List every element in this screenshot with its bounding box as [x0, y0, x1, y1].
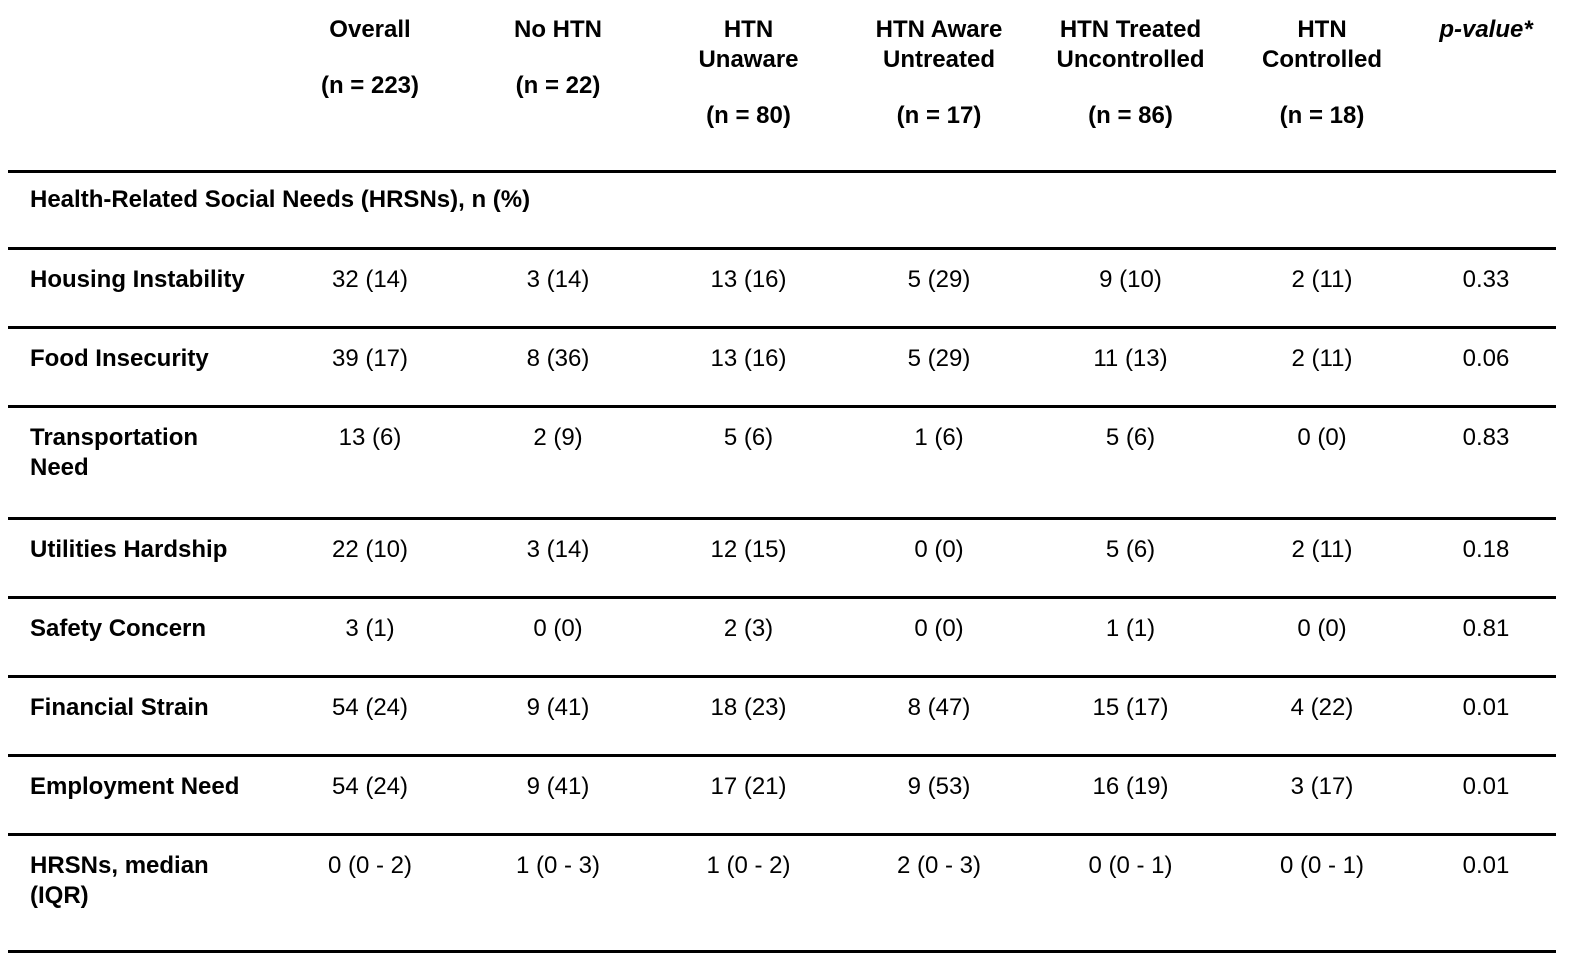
data-cell: 1 (1) — [1105, 614, 1156, 642]
data-cell: 5 (6) — [1105, 535, 1156, 563]
row-label-financial-strain: Financial Strain — [30, 693, 209, 721]
table-row-employment-need: Employment Need 54 (24) 9 (41) 17 (21) 9… — [8, 755, 1556, 834]
data-cell: 5 (6) — [1105, 423, 1156, 451]
data-cell: 0 (0 - 2) — [327, 851, 413, 879]
data-cell: 0 (0) — [533, 614, 583, 642]
column-sample-size: (n = 18) — [1279, 102, 1365, 129]
column-title: HTN Aware Untreated — [875, 16, 1003, 73]
data-cell: 4 (22) — [1290, 693, 1354, 721]
data-cell: 13 (16) — [710, 344, 787, 372]
data-cell: 1 (0 - 2) — [706, 851, 791, 879]
data-cell: 9 (53) — [907, 772, 971, 800]
data-cell: 2 (11) — [1291, 535, 1353, 563]
p-value-cell: 0.06 — [1462, 344, 1510, 372]
column-title: p-value* — [1439, 16, 1533, 43]
data-cell: 32 (14) — [331, 265, 409, 293]
table-row-hrsns-median-iqr: HRSNs, median (IQR) 0 (0 - 2) 1 (0 - 3) … — [8, 834, 1556, 951]
column-header-overall: Overall (n = 223) — [276, 0, 464, 171]
row-label-transportation-need: Transportation Need — [30, 423, 199, 481]
row-label-food-insecurity: Food Insecurity — [30, 344, 209, 372]
data-cell: 3 (14) — [526, 265, 590, 293]
column-title: HTN Unaware — [698, 16, 799, 73]
column-sample-size: (n = 17) — [896, 102, 982, 129]
column-sample-size: (n = 86) — [1088, 102, 1173, 129]
data-cell: 0 (0 - 1) — [1279, 851, 1365, 879]
data-cell: 0 (0) — [1297, 423, 1347, 451]
data-cell: 0 (0) — [914, 535, 964, 563]
data-cell: 9 (10) — [1099, 265, 1162, 293]
section-header-hrsns: Health-Related Social Needs (HRSNs), n (… — [30, 185, 531, 213]
p-value-cell: 0.81 — [1462, 614, 1510, 642]
column-title: HTN Treated Uncontrolled — [1056, 16, 1205, 73]
data-cell: 5 (29) — [907, 344, 971, 372]
data-cell: 3 (1) — [345, 614, 395, 642]
data-cell: 2 (11) — [1291, 265, 1353, 293]
data-cell: 1 (0 - 3) — [515, 851, 601, 879]
row-label-hrsns-median-iqr: HRSNs, median (IQR) — [30, 851, 209, 909]
column-title: No HTN — [514, 16, 602, 43]
p-value-cell: 0.01 — [1462, 693, 1510, 721]
data-cell: 9 (41) — [526, 693, 590, 721]
column-title: HTN Controlled — [1262, 16, 1382, 73]
data-cell: 12 (15) — [710, 535, 787, 563]
data-cell: 8 (36) — [526, 344, 590, 372]
p-value-cell: 0.33 — [1462, 265, 1510, 293]
data-cell: 5 (6) — [723, 423, 774, 451]
data-cell: 16 (19) — [1092, 772, 1169, 800]
column-sample-size: (n = 80) — [706, 102, 791, 129]
data-cell: 0 (0) — [914, 614, 964, 642]
data-cell: 2 (9) — [533, 423, 583, 451]
data-cell: 3 (14) — [526, 535, 590, 563]
data-cell: 13 (16) — [710, 265, 787, 293]
data-cell: 39 (17) — [331, 344, 409, 372]
data-cell: 54 (24) — [331, 772, 409, 800]
p-value-cell: 0.01 — [1462, 851, 1510, 879]
data-cell: 2 (0 - 3) — [896, 851, 982, 879]
data-cell: 9 (41) — [526, 772, 590, 800]
column-header-blank — [8, 0, 276, 171]
data-cell: 22 (10) — [331, 535, 409, 563]
data-cell: 1 (6) — [914, 423, 964, 451]
row-label-housing-instability: Housing Instability — [30, 265, 245, 293]
hrsn-by-htn-status-table: Overall (n = 223) No HTN (n = 22) HTN Un… — [8, 0, 1556, 953]
table-row-housing-instability: Housing Instability 32 (14) 3 (14) 13 (1… — [8, 248, 1556, 327]
data-cell: 0 (0) — [1297, 614, 1347, 642]
data-cell: 8 (47) — [907, 693, 971, 721]
table-row-financial-strain: Financial Strain 54 (24) 9 (41) 18 (23) … — [8, 676, 1556, 755]
table-row-transportation-need: Transportation Need 13 (6) 2 (9) 5 (6) 1… — [8, 406, 1556, 518]
column-sample-size: (n = 22) — [515, 72, 601, 99]
data-cell: 0 (0 - 1) — [1088, 851, 1173, 879]
row-label-utilities-hardship: Utilities Hardship — [30, 535, 228, 563]
data-cell: 18 (23) — [710, 693, 787, 721]
column-sample-size: (n = 223) — [320, 72, 420, 99]
column-header-htn-treated-uncontrolled: HTN Treated Uncontrolled (n = 86) — [1033, 0, 1228, 171]
p-value-cell: 0.83 — [1462, 423, 1510, 451]
table-row-food-insecurity: Food Insecurity 39 (17) 8 (36) 13 (16) 5… — [8, 327, 1556, 406]
column-header-p-value: p-value* — [1416, 0, 1556, 171]
data-cell: 2 (3) — [723, 614, 774, 642]
table-header-row: Overall (n = 223) No HTN (n = 22) HTN Un… — [8, 0, 1556, 171]
p-value-cell: 0.18 — [1462, 535, 1510, 563]
data-cell: 13 (6) — [338, 423, 402, 451]
row-label-safety-concern: Safety Concern — [30, 614, 207, 642]
column-header-no-htn: No HTN (n = 22) — [464, 0, 652, 171]
section-row: Health-Related Social Needs (HRSNs), n (… — [8, 171, 1556, 248]
column-header-htn-controlled: HTN Controlled (n = 18) — [1228, 0, 1416, 171]
data-cell: 17 (21) — [710, 772, 787, 800]
table-row-safety-concern: Safety Concern 3 (1) 0 (0) 2 (3) 0 (0) 1… — [8, 597, 1556, 676]
column-header-htn-aware-untreated: HTN Aware Untreated (n = 17) — [845, 0, 1033, 171]
data-cell: 5 (29) — [907, 265, 971, 293]
data-cell: 2 (11) — [1291, 344, 1353, 372]
data-cell: 15 (17) — [1092, 693, 1169, 721]
data-cell: 11 (13) — [1093, 344, 1168, 372]
p-value-cell: 0.01 — [1462, 772, 1510, 800]
column-header-htn-unaware: HTN Unaware (n = 80) — [652, 0, 845, 171]
data-cell: 54 (24) — [331, 693, 409, 721]
row-label-employment-need: Employment Need — [30, 772, 240, 800]
column-title: Overall — [329, 16, 411, 43]
data-cell: 3 (17) — [1290, 772, 1354, 800]
table-row-utilities-hardship: Utilities Hardship 22 (10) 3 (14) 12 (15… — [8, 518, 1556, 597]
